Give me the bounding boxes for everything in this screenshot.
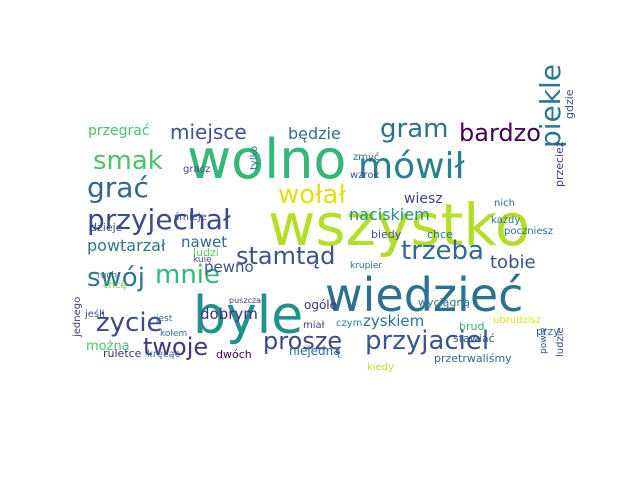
word: krupier	[350, 261, 382, 271]
word: grać	[87, 171, 149, 204]
cloud-background	[80, 120, 580, 370]
word: mnie	[155, 260, 220, 290]
word: przegrać	[88, 123, 150, 139]
word: każdy	[491, 215, 520, 226]
word: dobrym	[200, 305, 258, 323]
word: pewno	[204, 258, 254, 276]
word: powtarzał	[87, 236, 166, 255]
word: miał	[303, 320, 325, 331]
word: nawet	[181, 233, 227, 251]
word: zyskiem	[363, 312, 424, 330]
word: smak	[93, 146, 163, 176]
word: niejedną	[289, 344, 341, 358]
word: mówił	[358, 146, 466, 187]
word: gracz	[183, 164, 210, 175]
word: wiesz	[404, 191, 443, 207]
word: powie	[539, 327, 549, 354]
word: przecież	[553, 141, 566, 187]
word: trzeba	[401, 236, 484, 266]
word: naciskiem	[349, 205, 430, 224]
word: chcę	[103, 280, 127, 291]
word: śmieje	[174, 211, 207, 223]
word: gdzie	[563, 89, 576, 119]
word: bardzo	[459, 119, 541, 147]
word: zmyć	[353, 151, 379, 163]
word: jeśli	[84, 308, 105, 320]
word: kiedy	[367, 362, 394, 373]
word: ogóle	[304, 298, 337, 312]
word: chce	[427, 228, 453, 241]
word: tobie	[490, 252, 536, 273]
word: przyjaciel	[365, 326, 489, 356]
word: twoje	[143, 333, 208, 361]
word: przyjechał	[87, 203, 231, 236]
word: biedy	[371, 228, 402, 241]
word: ludzie	[555, 327, 566, 357]
word: ubrudzisz	[493, 315, 541, 326]
word: gram	[380, 114, 448, 144]
word: będzie	[288, 124, 341, 143]
word: kołem	[160, 329, 187, 339]
word: dwóch	[216, 348, 252, 361]
word: puszcza	[229, 296, 261, 305]
word: swój	[87, 263, 145, 293]
word: tylko	[249, 146, 260, 170]
word: kuię	[193, 255, 212, 265]
word: proszę	[263, 327, 342, 355]
word: kręcąc	[147, 349, 180, 360]
word: wyciągną	[418, 296, 470, 309]
word: wołał	[278, 180, 346, 210]
word: brud	[459, 320, 484, 333]
word: można	[86, 339, 130, 354]
word: ruletce	[103, 347, 142, 360]
word: wiedzieć	[325, 268, 523, 322]
word: dzieje	[90, 221, 123, 234]
word: wszystko	[268, 191, 530, 259]
word: ruch	[97, 271, 117, 281]
word: jest	[155, 314, 173, 324]
word: życie	[96, 308, 163, 338]
word: przy	[536, 325, 560, 338]
word: czym	[336, 318, 362, 329]
word: jednego	[72, 297, 83, 338]
word: byle	[193, 286, 303, 346]
word: wolno	[187, 128, 346, 191]
word: stamtąd	[236, 242, 335, 270]
word: poczniesz	[504, 226, 553, 237]
word: przetrwaliśmy	[434, 352, 512, 365]
word: nich	[494, 198, 515, 209]
word: miejsce	[170, 120, 247, 144]
word: wzrok	[350, 170, 379, 181]
word: piekle	[534, 64, 567, 148]
word: stawiać	[453, 332, 495, 345]
word: ludzi	[193, 246, 219, 259]
